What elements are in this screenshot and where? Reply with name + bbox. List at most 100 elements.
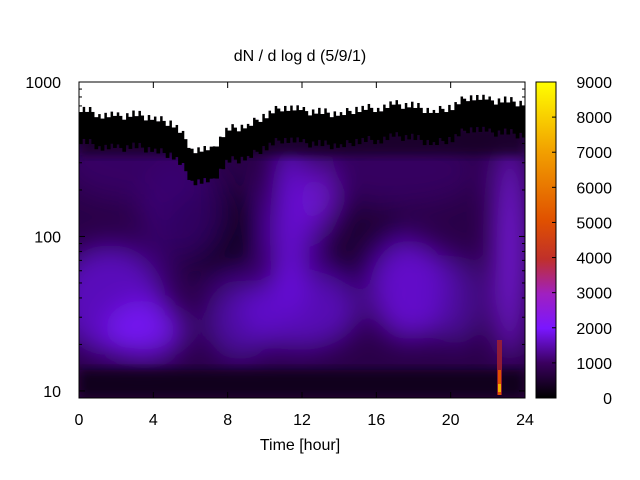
edge-cell <box>388 101 393 134</box>
edge-cell <box>131 110 136 143</box>
empty-cell <box>224 82 229 128</box>
edge-cell <box>249 125 254 158</box>
edge-cell <box>441 108 446 141</box>
edge-cell <box>292 110 297 143</box>
empty-cell <box>100 82 105 119</box>
empty-cell <box>422 82 427 114</box>
edge-cell <box>332 111 337 144</box>
edge-cell <box>277 108 281 141</box>
heatmap-empty-region <box>79 82 525 154</box>
empty-cell <box>391 82 396 105</box>
edge-cell <box>394 100 399 133</box>
edge-cell <box>178 132 182 165</box>
edge-cell <box>515 106 520 139</box>
edge-cell <box>444 112 449 145</box>
edge-cell <box>91 111 96 145</box>
edge-cell <box>373 112 377 145</box>
empty-cell <box>271 82 275 114</box>
empty-cell <box>153 82 158 117</box>
edge-cell <box>447 104 452 137</box>
edge-cell <box>500 102 504 135</box>
edge-cell <box>150 119 154 152</box>
empty-cell <box>394 82 399 101</box>
heatmap-texture <box>79 120 524 360</box>
edge-cell <box>82 106 86 139</box>
edge-cell <box>137 110 142 143</box>
heatmap-hot-spot <box>497 340 502 395</box>
empty-cell <box>348 82 353 111</box>
colorbar-tick-label: 0 <box>603 391 612 408</box>
empty-cell <box>447 82 452 105</box>
edge-cell <box>181 130 185 163</box>
edge-cell <box>494 104 498 137</box>
empty-cell <box>407 82 412 108</box>
empty-cell <box>438 82 442 106</box>
empty-cell <box>475 82 480 95</box>
edge-cell <box>128 116 133 149</box>
empty-cell <box>264 82 269 119</box>
edge-cell <box>404 102 408 136</box>
empty-cell <box>410 82 415 102</box>
x-tick-label: 8 <box>223 412 232 429</box>
empty-cell <box>128 82 133 117</box>
empty-cell <box>326 82 331 113</box>
colorbar-tick-label: 7000 <box>576 145 612 162</box>
y-tick-label: 100 <box>34 229 61 246</box>
edge-cell <box>144 120 148 153</box>
edge-cell <box>379 111 384 144</box>
empty-cell <box>106 82 111 118</box>
edge-cell <box>456 104 461 137</box>
empty-cell <box>450 82 455 111</box>
empty-cell <box>258 82 263 122</box>
edge-cell <box>221 137 226 170</box>
edge-cell <box>103 112 108 145</box>
edge-cell <box>199 151 204 184</box>
empty-cell <box>168 82 173 121</box>
empty-cell <box>357 82 362 113</box>
empty-cell <box>413 82 418 108</box>
empty-cell <box>373 82 377 113</box>
edge-cell <box>398 104 402 137</box>
edge-cell <box>147 115 151 148</box>
empty-cell <box>363 82 368 110</box>
edge-cell <box>351 114 356 147</box>
edge-cell <box>317 107 322 140</box>
edge-cell <box>354 106 359 139</box>
edge-cell <box>261 113 266 146</box>
edge-cell <box>227 130 232 163</box>
empty-cell <box>125 82 130 114</box>
empty-cell <box>314 82 319 114</box>
empty-cell <box>147 82 151 116</box>
empty-cell <box>175 82 179 125</box>
empty-cell <box>379 82 384 112</box>
edge-cell <box>385 107 390 141</box>
empty-cell <box>97 82 102 115</box>
edge-cell <box>413 107 418 141</box>
empty-cell <box>308 82 312 116</box>
edge-cell <box>475 94 480 128</box>
empty-cell <box>280 82 285 112</box>
empty-cell <box>178 82 182 133</box>
empty-cell <box>441 82 446 109</box>
empty-cell <box>512 82 517 102</box>
edge-cell <box>497 98 501 131</box>
empty-cell <box>274 82 278 106</box>
edge-cell <box>391 104 396 137</box>
empty-cell <box>342 82 346 116</box>
edge-cell <box>484 99 489 132</box>
edge-cell <box>305 111 309 144</box>
edge-cell <box>463 98 467 131</box>
edge-cell <box>311 109 315 142</box>
edge-cell <box>329 117 334 150</box>
empty-cell <box>518 82 523 101</box>
empty-cell <box>466 82 470 102</box>
empty-cell <box>261 82 266 114</box>
empty-cell <box>453 82 458 103</box>
colorbar-tick-label: 4000 <box>576 251 612 268</box>
edge-cell <box>419 107 424 140</box>
colorbar-axis: 0 1000 2000 3000 4000 5000 6000 7000 8000 9000 <box>552 75 612 408</box>
empty-cell <box>277 82 281 109</box>
empty-cell <box>302 82 306 107</box>
colorbar-tick-label: 2000 <box>576 321 612 338</box>
